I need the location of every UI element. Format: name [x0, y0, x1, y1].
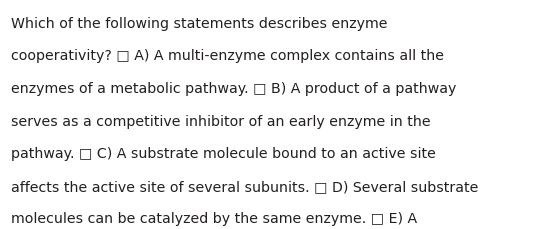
- Text: Which of the following statements describes enzyme: Which of the following statements descri…: [11, 16, 388, 30]
- Text: molecules can be catalyzed by the same enzyme. □ E) A: molecules can be catalyzed by the same e…: [11, 212, 417, 226]
- Text: cooperativity? □ A) A multi-enzyme complex contains all the: cooperativity? □ A) A multi-enzyme compl…: [11, 49, 444, 63]
- Text: enzymes of a metabolic pathway. □ B) A product of a pathway: enzymes of a metabolic pathway. □ B) A p…: [11, 82, 456, 95]
- Text: affects the active site of several subunits. □ D) Several substrate: affects the active site of several subun…: [11, 179, 479, 193]
- Text: serves as a competitive inhibitor of an early enzyme in the: serves as a competitive inhibitor of an …: [11, 114, 431, 128]
- Text: pathway. □ C) A substrate molecule bound to an active site: pathway. □ C) A substrate molecule bound…: [11, 147, 436, 161]
